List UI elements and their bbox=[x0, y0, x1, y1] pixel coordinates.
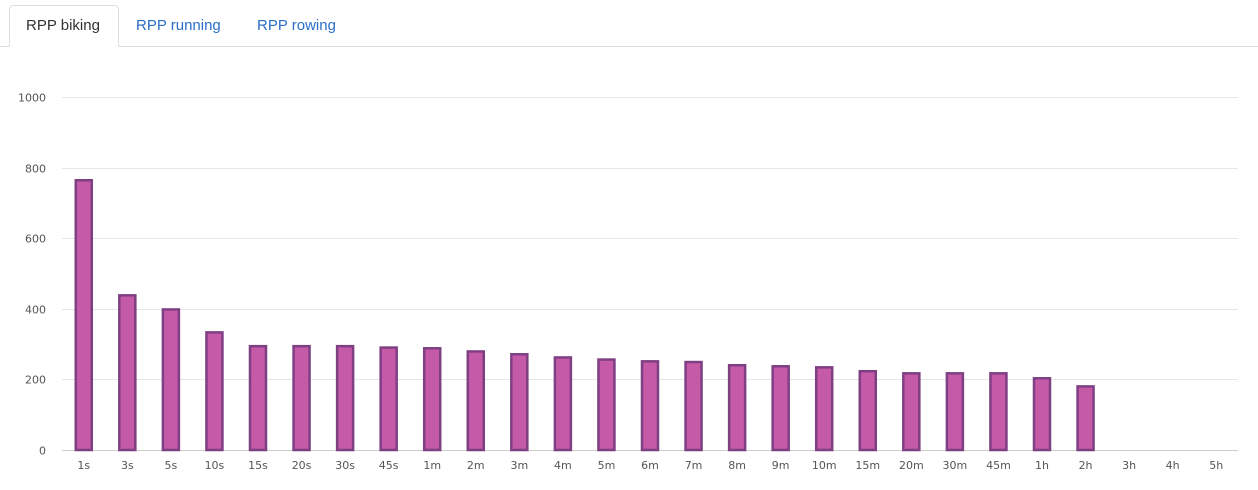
x-tick-label: 3s bbox=[121, 459, 134, 472]
bar-30m[interactable] bbox=[945, 372, 965, 452]
bar-3s[interactable] bbox=[118, 294, 137, 452]
rpp-bar-chart: 0 200 400 600 800 1000 1s 3s 5s 10s 15s 20s 30s 45s 1m… bbox=[18, 92, 1238, 472]
x-tick-label: 6m bbox=[641, 459, 659, 472]
bar-3m[interactable] bbox=[510, 353, 529, 452]
x-tick-label: 5m bbox=[598, 459, 616, 472]
x-tick-label: 1h bbox=[1035, 459, 1049, 472]
x-tick-label: 4m bbox=[554, 459, 572, 472]
x-tick-label: 30s bbox=[335, 459, 355, 472]
bar-20m[interactable] bbox=[902, 372, 921, 452]
bar-1s[interactable] bbox=[74, 178, 94, 452]
bar-5s[interactable] bbox=[161, 308, 181, 452]
bar-1h[interactable] bbox=[1032, 377, 1052, 452]
y-tick-label: 200 bbox=[25, 374, 46, 387]
bar-20s[interactable] bbox=[292, 344, 311, 452]
x-tick-label: 8m bbox=[728, 459, 746, 472]
bar-30s[interactable] bbox=[335, 344, 355, 452]
x-tick-label: 5s bbox=[165, 459, 178, 472]
bar-45m[interactable] bbox=[989, 372, 1008, 452]
tab-rpp-running[interactable]: RPP running bbox=[136, 17, 221, 34]
x-tick-label: 3h bbox=[1122, 459, 1136, 472]
x-tick-label: 5h bbox=[1209, 459, 1223, 472]
tab-bar: RPP biking RPP running RPP rowing bbox=[0, 0, 1258, 47]
y-tick-label: 1000 bbox=[18, 92, 46, 105]
x-tick-label: 3m bbox=[510, 459, 528, 472]
bar-2m[interactable] bbox=[466, 350, 486, 452]
bar-2h[interactable] bbox=[1076, 385, 1095, 452]
x-tick-label: 20m bbox=[899, 459, 924, 472]
tab-rpp-rowing[interactable]: RPP rowing bbox=[257, 17, 336, 34]
bar-1m[interactable] bbox=[422, 347, 442, 452]
y-tick-label: 800 bbox=[25, 163, 46, 176]
bar-5m[interactable] bbox=[597, 358, 616, 452]
bar-10m[interactable] bbox=[814, 366, 834, 452]
x-tick-label: 15s bbox=[248, 459, 268, 472]
x-tick-label: 9m bbox=[772, 459, 790, 472]
x-tick-label: 2h bbox=[1079, 459, 1093, 472]
y-tick-label: 0 bbox=[39, 445, 46, 458]
x-tick-label: 20s bbox=[292, 459, 312, 472]
x-tick-label: 10m bbox=[812, 459, 837, 472]
x-tick-label: 15m bbox=[855, 459, 880, 472]
bar-15s[interactable] bbox=[248, 344, 268, 452]
x-tick-label: 2m bbox=[467, 459, 485, 472]
bar-7m[interactable] bbox=[684, 360, 703, 452]
x-tick-label: 45s bbox=[379, 459, 399, 472]
x-tick-label: 4h bbox=[1166, 459, 1180, 472]
tab-bar-divider bbox=[0, 46, 1258, 47]
x-tick-label: 7m bbox=[685, 459, 703, 472]
y-tick-label: 600 bbox=[25, 233, 46, 246]
bar-8m[interactable] bbox=[727, 363, 747, 452]
tab-rpp-biking[interactable]: RPP biking bbox=[9, 5, 119, 47]
x-tick-label: 10s bbox=[205, 459, 225, 472]
x-tick-label: 30m bbox=[943, 459, 968, 472]
bar-45s[interactable] bbox=[379, 346, 398, 452]
bar-10s[interactable] bbox=[205, 331, 224, 452]
bar-6m[interactable] bbox=[640, 360, 660, 452]
x-tick-label: 45m bbox=[986, 459, 1011, 472]
bar-4m[interactable] bbox=[553, 356, 573, 452]
x-tick-label: 1s bbox=[77, 459, 90, 472]
x-tick-label: 1m bbox=[423, 459, 441, 472]
y-tick-label: 400 bbox=[25, 304, 46, 317]
bar-9m[interactable] bbox=[771, 365, 790, 452]
bar-15m[interactable] bbox=[858, 369, 878, 452]
